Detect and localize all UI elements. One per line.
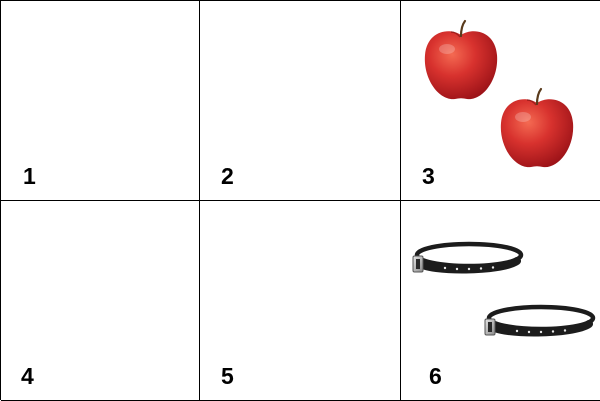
strap-icon [409, 239, 525, 281]
cell-number-label: 5 [221, 363, 234, 389]
strap-icon [481, 302, 597, 344]
cell-number-label: 6 [429, 363, 442, 389]
apple-icon [423, 19, 499, 101]
grid-cell-2: 2 [200, 1, 401, 201]
cell-number-label: 4 [21, 363, 34, 389]
grid-cell-6: 6 [401, 201, 600, 401]
grid-cell-1: 1 [1, 1, 200, 201]
grid-cell-3: 3 [401, 1, 600, 201]
apple-icon [499, 87, 575, 169]
cell-number-label: 1 [23, 163, 36, 189]
cell-number-label: 2 [221, 163, 234, 189]
cell-number-label: 3 [422, 163, 435, 189]
grid-cell-5: 5 [200, 201, 401, 401]
grid-cell-4: 4 [1, 201, 200, 401]
